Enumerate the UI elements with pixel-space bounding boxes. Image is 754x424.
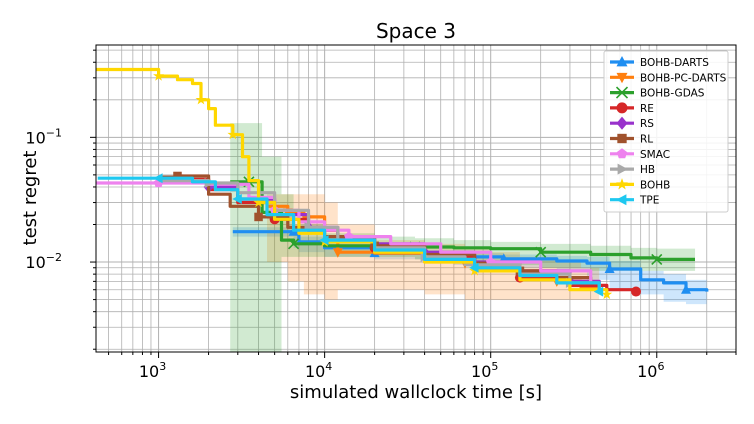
plot-frame [95,44,737,353]
legend-label: BOHB-GDAS [640,88,705,100]
data-point [593,286,604,297]
x-tick-label: 106 [637,360,664,381]
legend-label: RE [640,103,654,115]
data-point [153,70,164,81]
legend-label: BOHB-PC-DARTS [640,72,727,84]
data-point [604,263,615,273]
legend-label: SMAC [640,149,670,161]
y-axis-label: test regret [20,151,41,246]
data-point [319,235,329,246]
data-point [253,196,264,208]
legend-label: HB [640,164,655,176]
legend-label: BOHB-DARTS [640,57,709,69]
legend-marker [615,86,629,99]
legend-entry: BOHB-PC-DARTS [610,72,727,84]
x-tick-label: 104 [305,360,332,381]
series-lines [96,67,709,300]
legend-label: TPE [639,195,659,207]
axis-ticks: 103 104 105 106 10−1 10−2 [25,49,737,381]
data-point [535,246,547,258]
data-point [332,248,343,258]
legend-label: BOHB [640,179,670,191]
data-point [469,262,479,273]
data-point [173,171,182,181]
data-point [195,94,207,105]
legend-label: RS [640,118,654,130]
legend-entry: SMAC [610,148,670,161]
legend-entry: BOHB [610,178,670,191]
legend-marker [616,56,628,67]
y-tick-label: 10−2 [25,251,62,272]
legend-marker [616,148,628,159]
legend-entry: RE [610,102,654,115]
legend-marker [616,72,628,84]
legend-box [603,50,729,213]
series-line [97,176,601,292]
legend-marker [617,133,627,144]
legend-entry: TPE [610,194,659,207]
legend-marker [616,194,627,206]
legend-entry: HB [610,163,655,176]
data-point [681,284,691,294]
data-point [232,194,242,204]
data-point [601,288,613,300]
chart-title: Space 3 [376,19,456,43]
legend-marker [616,178,628,190]
data-point [153,173,163,184]
legend-entry: BOHB-DARTS [610,56,709,69]
x-axis-label: simulated wallclock time [s] [290,382,542,403]
data-point [254,212,263,222]
y-tick-label: 10−1 [25,126,62,147]
legend-entry: RS [610,116,654,130]
data-point [344,231,354,241]
legend-marker [616,102,628,114]
data-point [227,128,239,140]
legend-marker [616,116,628,130]
legend: BOHB-DARTS BOHB-PC-DARTS BOHB-GDAS RE RS RL SM… [603,50,729,213]
series-tpe [97,173,604,297]
x-tick-label: 103 [139,360,166,381]
data-point [631,286,642,297]
legend-entry: BOHB-GDAS [610,86,705,100]
data-point [651,253,663,265]
data-point [287,238,300,250]
x-tick-label: 105 [471,360,498,381]
legend-label: RL [640,134,653,146]
legend-marker [617,163,628,175]
legend-entry: RL [610,134,653,146]
